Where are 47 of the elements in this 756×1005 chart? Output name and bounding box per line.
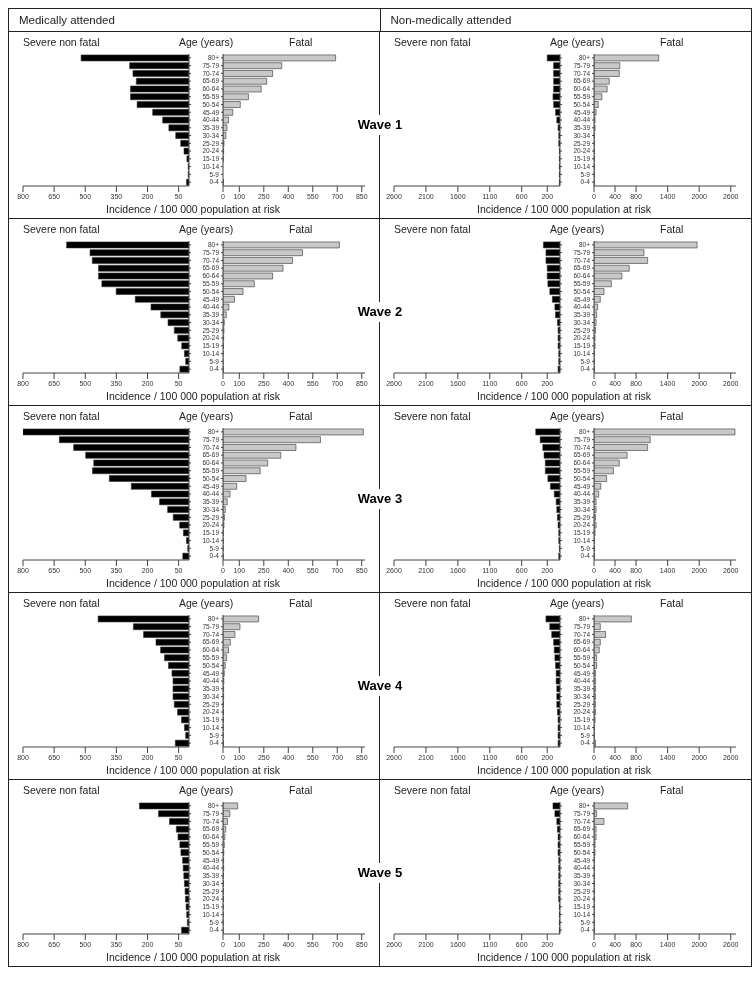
chart-title: Severe non fatal — [23, 223, 100, 235]
chart-title: Severe non fatal — [394, 597, 471, 609]
text: Non-medically attended — [390, 14, 512, 26]
x-axis-title: Incidence / 100 000 population at risk — [105, 764, 281, 776]
chart-title: Severe non fatal — [394, 784, 471, 796]
chart-title: Fatal — [660, 223, 684, 235]
annotation: Wave 5 — [357, 865, 403, 880]
chart-title: Fatal — [660, 784, 684, 796]
y-axis-title: Age (years) — [550, 36, 605, 48]
x-axis-title: Incidence / 100 000 population at risk — [105, 577, 281, 589]
chart-title: Fatal — [289, 784, 313, 796]
chart-title: Fatal — [660, 597, 684, 609]
annotation: Wave 1 — [357, 117, 403, 132]
chart-title: Severe non fatal — [23, 784, 100, 796]
x-axis-title: Incidence / 100 000 population at risk — [105, 951, 281, 963]
y-axis-title: Age (years) — [550, 410, 605, 422]
chart-title: Fatal — [289, 223, 313, 235]
x-axis-title: Incidence / 100 000 population at risk — [476, 203, 652, 215]
chart-title: Fatal — [660, 36, 684, 48]
x-axis-title: Incidence / 100 000 population at risk — [105, 390, 281, 402]
annotation: Wave 4 — [357, 678, 403, 693]
annotation: Wave 2 — [357, 304, 403, 319]
chart-title: Severe non fatal — [394, 36, 471, 48]
y-axis-title: Age (years) — [550, 597, 605, 609]
y-axis-title: Age (years) — [179, 223, 234, 235]
chart-title: Fatal — [289, 597, 313, 609]
x-axis-title: Incidence / 100 000 population at risk — [476, 951, 652, 963]
x-axis-title: Incidence / 100 000 population at risk — [105, 203, 281, 215]
y-axis-title: Age (years) — [550, 223, 605, 235]
chart-title: Severe non fatal — [23, 36, 100, 48]
chart-title: Severe non fatal — [394, 223, 471, 235]
chart-title: Fatal — [289, 36, 313, 48]
x-axis-title: Incidence / 100 000 population at risk — [476, 390, 652, 402]
chart-title: Severe non fatal — [394, 410, 471, 422]
annotation: Wave 3 — [357, 491, 403, 506]
x-axis-title: Incidence / 100 000 population at risk — [476, 764, 652, 776]
y-axis-title: Age (years) — [179, 36, 234, 48]
y-axis-title: Age (years) — [179, 784, 234, 796]
x-axis-title: Incidence / 100 000 population at risk — [476, 577, 652, 589]
chart-title: Severe non fatal — [23, 410, 100, 422]
y-axis-title: Age (years) — [550, 784, 605, 796]
text: Medically attended — [19, 14, 115, 26]
y-axis-title: Age (years) — [179, 410, 234, 422]
chart-title: Fatal — [289, 410, 313, 422]
chart-title: Fatal — [660, 410, 684, 422]
chart-title: Severe non fatal — [23, 597, 100, 609]
y-axis-title: Age (years) — [179, 597, 234, 609]
